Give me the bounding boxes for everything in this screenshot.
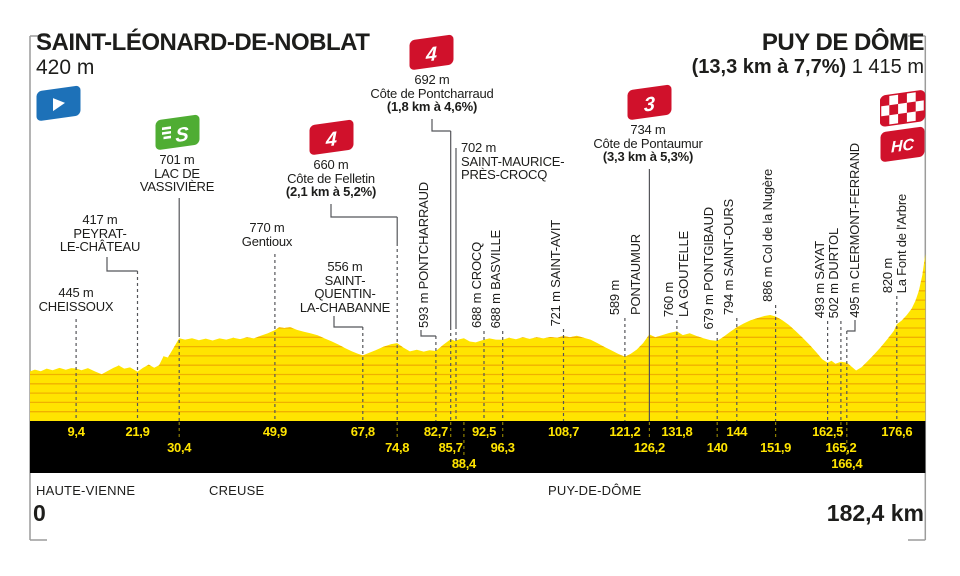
waypoint-label-rotated: 495 m CLERMONT-FERRAND: [847, 143, 862, 318]
km-marker: 144: [726, 424, 748, 439]
km-marker: 96,3: [490, 440, 515, 455]
waypoint-label-rotated: 593 m PONTCHARRAUD: [416, 182, 431, 328]
waypoint-label-rotated: 886 m Col de la Nugère: [760, 169, 775, 302]
finish-elevation: 1 415 m: [851, 56, 924, 78]
cat-3-icon: 3: [627, 83, 673, 123]
svg-text:S: S: [175, 123, 189, 147]
finish-title: PUY DE DÔME: [761, 29, 925, 56]
svg-text:3: 3: [644, 93, 655, 116]
total-distance: 182,4 km: [826, 500, 924, 526]
finish-stats: (13,3 km à 7,7%) 1 415 m: [692, 56, 924, 79]
start-elevation: 420 m: [36, 56, 95, 79]
department-label: PUY-DE-DÔME: [548, 483, 642, 498]
km-marker: 88,4: [451, 456, 476, 471]
waypoint-label-rotated: 760 m: [661, 281, 676, 317]
waypoint-label: 556 m SAINT- QUENTIN- LA-CHABANNE: [299, 259, 391, 315]
waypoint-label-rotated: 679 m PONTGIBAUD: [701, 206, 716, 330]
waypoint-label: 445 m CHEISSOUX: [38, 285, 114, 314]
waypoint-label: 734 m Côte de Pontaumur (3,3 km à 5,3%): [593, 122, 703, 164]
waypoint-label: 692 m Côte de Pontcharraud (1,8 km à 4,6%): [370, 72, 494, 114]
km-marker: 162,5: [812, 424, 844, 439]
svg-text:4: 4: [325, 128, 337, 152]
waypoint-label: 770 m Gentioux: [241, 220, 293, 249]
depart-flag-icon: [36, 84, 82, 124]
km-marker: 49,9: [262, 424, 287, 439]
waypoint-label-rotated: 721 m SAINT-AVIT: [548, 219, 563, 326]
waypoint-label: 701 m LAC DE VASSIVIÈRE: [139, 152, 215, 194]
km-marker: 82,7: [423, 424, 448, 439]
cat-4-icon: 4: [409, 33, 455, 73]
hc-badge-icon: HC: [880, 125, 926, 165]
department-label: HAUTE-VIENNE: [36, 483, 136, 498]
km-marker: 166,4: [831, 456, 863, 471]
km-marker: 140: [706, 440, 728, 455]
svg-text:4: 4: [425, 43, 437, 67]
start-header: SAINT-LÉONARD-DE-NOBLAT 420 m: [36, 29, 370, 80]
km-marker: 131,8: [661, 424, 693, 439]
km-marker: 165,2: [825, 440, 857, 455]
cat-4-icon: 4: [309, 118, 355, 158]
waypoint-label: 417 m PEYRAT- LE-CHÂTEAU: [59, 212, 141, 254]
waypoint-label: 702 m SAINT-MAURICE- PRÈS-CROCQ: [461, 140, 565, 182]
leader-lines: [75, 119, 898, 421]
km-marker: 21,9: [125, 424, 150, 439]
km-marker: 85,7: [438, 440, 463, 455]
finish-header: PUY DE DÔME (13,3 km à 7,7%) 1 415 m: [692, 29, 925, 79]
waypoint-label-rotated: La Font de l'Arbre: [894, 193, 909, 293]
waypoint-label-rotated: 493 m SAYAT: [812, 240, 827, 318]
km-marker: 126,2: [633, 440, 665, 455]
finish-checkered-flag-icon: [879, 89, 926, 129]
km-marker: 108,7: [547, 424, 580, 439]
elevation-area: [30, 254, 926, 421]
waypoint-label-rotated: 589 m: [607, 279, 622, 315]
start-title: SAINT-LÉONARD-DE-NOBLAT: [36, 29, 370, 56]
km-marker: 74,8: [385, 440, 410, 455]
waypoint-label-rotated: LA GOUTELLE: [676, 231, 691, 317]
km-marker: 92,5: [471, 424, 497, 439]
sprint-icon: S: [155, 113, 201, 153]
km-marker: 30,4: [167, 440, 192, 455]
km-marker: 9,4: [67, 424, 85, 439]
waypoint-label-rotated: 688 m BASVILLE: [488, 229, 503, 328]
waypoint-label-rotated: 794 m SAINT-OURS: [721, 199, 736, 315]
km-marker: 121,2: [609, 424, 641, 439]
waypoint-label-rotated: 502 m DURTOL: [826, 227, 841, 318]
department-label: CREUSE: [209, 483, 265, 498]
finish-climb-stats: (13,3 km à 7,7%): [691, 56, 847, 78]
km-marker: 67,8: [350, 424, 375, 439]
waypoint-label-rotated: PONTAUMUR: [628, 233, 643, 315]
km-marker: 151,9: [760, 440, 792, 455]
band-tick-stubs: [178, 422, 848, 456]
waypoint-label: 660 m Côte de Felletin (2,1 km à 5,2%): [285, 157, 377, 199]
waypoint-label-rotated: 820 m: [880, 257, 895, 293]
waypoint-label-rotated: 688 m CROCQ: [469, 242, 484, 328]
km-marker: 176,6: [881, 424, 913, 439]
svg-text:HC: HC: [891, 135, 914, 156]
start-km: 0: [33, 500, 46, 526]
